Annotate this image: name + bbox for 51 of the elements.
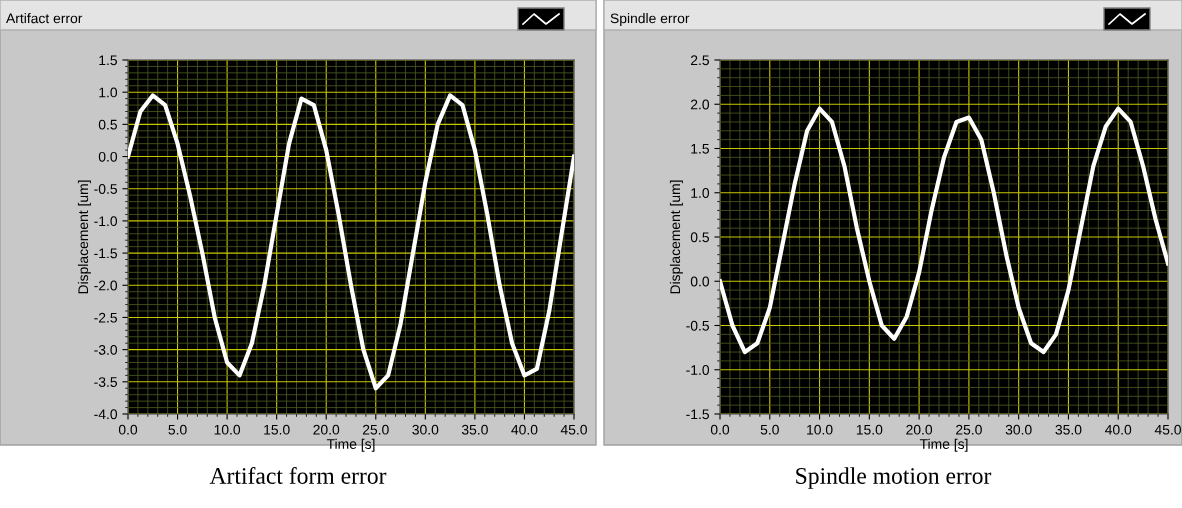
- y-tick-label: 2.5: [690, 55, 709, 66]
- y-tick-label: -1.5: [94, 248, 117, 259]
- x-tick-label: 5.0: [168, 424, 187, 435]
- y-tick-label: -1.5: [686, 409, 709, 420]
- x-tick-label: 10.0: [807, 424, 833, 435]
- y-tick-label: -3.5: [94, 377, 117, 387]
- y-tick-label: 0.5: [690, 232, 709, 243]
- x-tick-label: 40.0: [1105, 424, 1132, 435]
- y-tick-label: -1.0: [94, 216, 118, 227]
- y-axis-title: Displacement [um]: [669, 180, 683, 294]
- x-tick-label: 40.0: [511, 424, 538, 435]
- y-tick-label: 0.0: [690, 276, 710, 287]
- x-tick-label: 15.0: [856, 424, 883, 435]
- line-series: [128, 93, 574, 391]
- x-tick-label: 45.0: [1154, 424, 1181, 435]
- y-tick-label: 0.5: [98, 119, 117, 130]
- x-tick-label: 5.0: [760, 424, 779, 435]
- x-tick-label: 30.0: [412, 424, 439, 435]
- x-tick-label: 45.0: [560, 424, 587, 435]
- x-tick-label: 20.0: [906, 424, 933, 435]
- x-tick-label: 20.0: [313, 424, 340, 435]
- y-tick-label: -3.0: [94, 344, 118, 355]
- text: Spindle motion error: [796, 467, 992, 489]
- y-tick-label: 1.0: [99, 87, 118, 98]
- x-axis-title: Time [s]: [326, 438, 375, 452]
- x-axis-title: Time [s]: [919, 438, 968, 452]
- y-tick-label: -1.0: [686, 365, 710, 375]
- y-tick-label: -4.0: [94, 409, 118, 420]
- y-tick-label: -2.0: [94, 280, 118, 291]
- text: Artifact form error: [209, 467, 387, 484]
- y-tick-label: 1.5: [99, 55, 117, 66]
- y-tick-label: -2.5: [94, 312, 117, 323]
- x-tick-label: 10.0: [214, 424, 241, 435]
- x-tick-label: 30.0: [1005, 424, 1032, 435]
- x-tick-label: 35.0: [1055, 424, 1082, 435]
- y-tick-label: 1.0: [691, 188, 710, 198]
- x-tick-label: 25.0: [956, 424, 982, 435]
- y-axis-title: Displacement [um]: [77, 180, 91, 294]
- chart-title: Spindle error: [610, 13, 690, 26]
- x-tick-label: 0.0: [118, 424, 138, 435]
- x-tick-label: 15.0: [264, 424, 290, 435]
- y-tick-label: 2.0: [690, 99, 710, 110]
- y-tick-label: 0.0: [98, 151, 118, 162]
- x-tick-label: 35.0: [461, 424, 488, 435]
- y-tick-label: -0.5: [686, 320, 709, 331]
- x-tick-label: 0.0: [710, 424, 730, 435]
- x-tick-label: 25.0: [362, 424, 389, 435]
- y-tick-label: -0.5: [94, 184, 117, 194]
- chart-title: Artifact error: [6, 13, 83, 24]
- line-series: [720, 106, 1168, 355]
- y-tick-label: 1.5: [691, 143, 709, 154]
